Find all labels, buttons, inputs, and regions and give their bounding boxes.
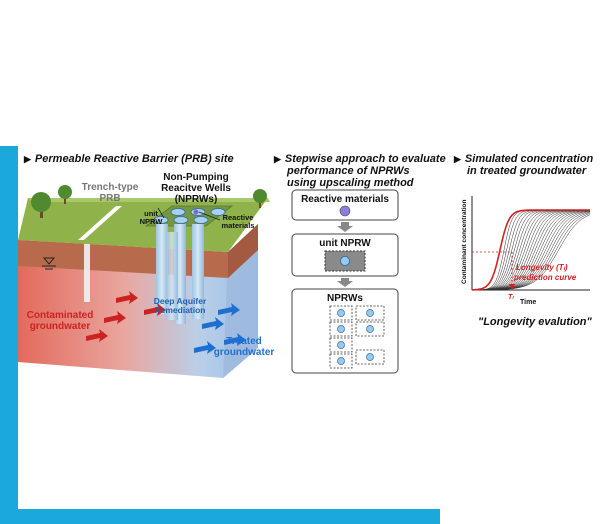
contaminated-flow-arrows: [86, 291, 166, 342]
simulated-curve-plot: Contaminant concentration Time Longevity…: [461, 196, 591, 306]
breakthrough-curves: [472, 209, 591, 291]
frame-left-bar: [0, 146, 18, 524]
x-axis-label: Time: [520, 299, 536, 306]
triangle-bullet-icon: ▶: [274, 154, 281, 164]
trench-prb: [78, 206, 122, 240]
well-columns: [156, 224, 204, 324]
reactive-material-dot: [339, 205, 351, 217]
contaminated-groundwater-label: Contaminated groundwater: [27, 310, 94, 332]
nprw-title-label: Non-Pumping Reacitve Wells (NPRWs): [161, 172, 231, 205]
tree-icon: [31, 192, 51, 218]
prb-site-illustration: Trench-type PRB Non-Pumping Reacitve Wells…: [18, 172, 275, 378]
box-reactive-materials: [291, 189, 399, 221]
stepwise-heading: ▶ Stepwise approach to evaluate performan…: [274, 153, 446, 189]
longevity-curve-label-1: Longevity (Tₗ): [516, 263, 568, 272]
simulated-heading: ▶ Simulated concentration in treated grou…: [454, 153, 594, 177]
triangle-bullet-icon: ▶: [24, 154, 31, 164]
y-axis-label: Contaminant concentration: [461, 199, 468, 284]
down-arrow-icon: [337, 278, 353, 287]
frame-bottom-bar: [0, 509, 440, 524]
deep-aquifer-label: Deep Aquifer Remediation: [154, 296, 207, 315]
surface-wells: [153, 208, 226, 224]
site-heading: ▶ Permeable Reactive Barrier (PRB) site: [24, 153, 234, 165]
longevity-caption: "Longevity evalution": [478, 316, 592, 328]
tree-icon: [58, 185, 72, 204]
box-reactive-label: Reactive materials: [301, 194, 389, 205]
reactive-materials-label: Reactive materials: [222, 213, 255, 230]
unit-well-dot: [340, 256, 350, 266]
tl-marker-label: Tₗ: [508, 294, 514, 301]
longevity-curve-label-2: prediction curve: [513, 273, 577, 282]
box-nprws-label: NPRWs: [327, 293, 363, 304]
nprw-well-dots: [337, 309, 374, 365]
water-table-symbol: [42, 257, 56, 270]
stepwise-diagram: Reactive materials unit NPRW NPRWs: [291, 189, 399, 374]
prediction-curve: [472, 209, 590, 291]
treated-groundwater-label: Treated groundwater: [214, 336, 275, 358]
box-unit-label: unit NPRW: [319, 238, 371, 249]
down-arrow-icon: [337, 222, 353, 232]
triangle-bullet-icon: ▶: [454, 154, 461, 164]
simulation-curve: [472, 214, 591, 291]
unit-nprw-label: unit NPRW: [140, 209, 164, 226]
tree-icon: [253, 189, 267, 208]
trench-prb-label: Trench-type PRB: [82, 182, 139, 204]
treated-flow-arrows: [194, 303, 246, 354]
